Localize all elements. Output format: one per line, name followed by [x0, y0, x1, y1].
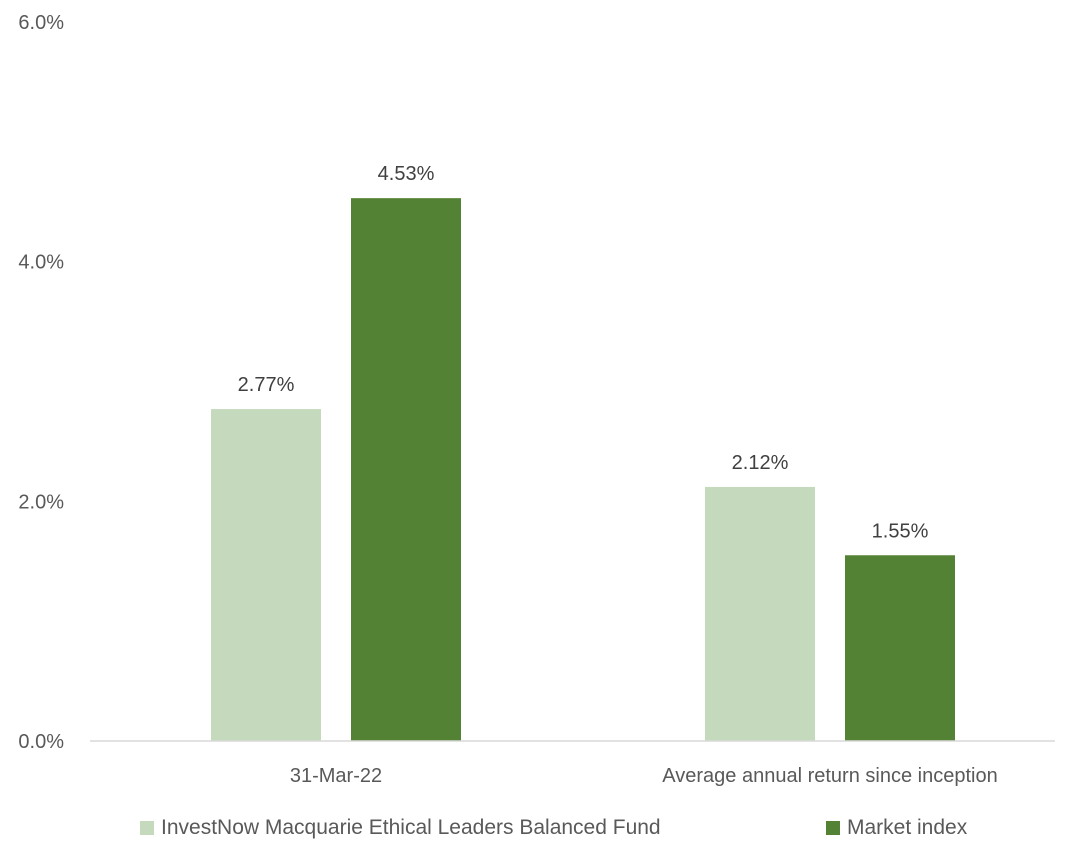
y-tick-label: 2.0% — [18, 491, 64, 513]
x-category-label: 31-Mar-22 — [290, 765, 382, 787]
legend: InvestNow Macquarie Ethical Leaders Bala… — [0, 816, 1065, 846]
y-tick-label: 6.0% — [18, 12, 64, 34]
data-label: 2.77% — [238, 374, 295, 396]
data-label: 4.53% — [378, 163, 435, 185]
legend-item-market-index: Market index — [826, 816, 967, 840]
bar-chart: 0.0% 2.0% 4.0% 6.0% 2.77% 4.53% 31-Mar-22 2.12%… — [18, 12, 1055, 787]
bar — [211, 409, 321, 741]
x-category-label: Average annual return since inception — [662, 765, 997, 787]
legend-label-market-index: Market index — [847, 816, 968, 839]
bar — [845, 555, 955, 741]
data-label: 2.12% — [732, 452, 789, 474]
y-tick-label: 0.0% — [18, 731, 64, 753]
legend-label-fund: InvestNow Macquarie Ethical Leaders Bala… — [161, 816, 661, 839]
legend-item-fund: InvestNow Macquarie Ethical Leaders Bala… — [140, 816, 661, 840]
bar — [705, 486, 815, 741]
legend-swatch-market-index — [826, 821, 840, 835]
legend-swatch-fund — [140, 821, 154, 835]
data-label: 1.55% — [872, 520, 929, 542]
bar — [351, 198, 461, 741]
y-tick-label: 4.0% — [18, 252, 64, 274]
